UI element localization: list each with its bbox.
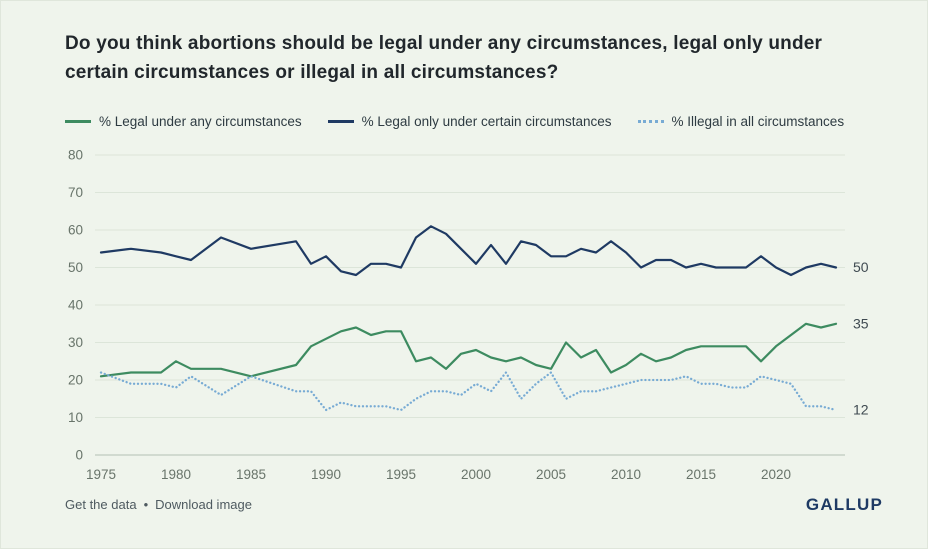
x-tick-label: 1985	[236, 467, 266, 482]
trend-chart: 0 10 20 30 40 50 60 70 80 1975 1980 1985 1990 1995 200…	[68, 147, 869, 482]
y-tick-label: 20	[68, 372, 83, 387]
end-label-legal-any-circumstances: 35	[853, 315, 869, 331]
x-tick-label: 1990	[311, 467, 341, 482]
x-tick-label: 2005	[536, 467, 566, 482]
x-tick-label: 1995	[386, 467, 416, 482]
x-tick-label: 1980	[161, 467, 191, 482]
x-tick-label: 1975	[86, 467, 116, 482]
y-tick-label: 30	[68, 335, 83, 350]
legend-item-legal-any: % Legal under any circumstances	[65, 114, 302, 129]
legend-swatch-dotted-blue-line	[637, 119, 664, 123]
series-line-legal-certain-circumstances	[99, 225, 838, 276]
legend-swatch-solid-navy-line	[327, 119, 354, 123]
legend-label-legal-any: % Legal under any circumstances	[99, 113, 302, 129]
x-tick-label: 2015	[686, 467, 716, 482]
footer: Get the data • Download image GALLUP	[65, 495, 883, 515]
series-line-legal-any-circumstances	[99, 322, 838, 378]
x-tick-label: 2010	[611, 467, 641, 482]
x-tick-label: 2020	[761, 467, 791, 482]
y-tick-label: 70	[68, 185, 83, 200]
gallup-logo: GALLUP	[805, 494, 883, 514]
y-tick-label: 80	[68, 147, 83, 162]
y-tick-label: 0	[75, 447, 83, 462]
y-tick-label: 50	[68, 260, 83, 275]
series-line-illegal-all-circumstances	[99, 371, 838, 412]
legend: % Legal under any circumstances % Legal …	[65, 114, 883, 129]
legend-item-illegal-all: % Illegal in all circumstances	[637, 113, 845, 129]
footer-links: Get the data • Download image	[65, 497, 252, 512]
y-tick-label: 10	[68, 410, 83, 425]
legend-label-legal-certain: % Legal only under certain circumstances	[361, 113, 612, 129]
page-title: Do you think abortions should be legal u…	[65, 33, 823, 84]
legend-item-legal-certain: % Legal only under certain circumstances	[327, 113, 612, 129]
legend-swatch-solid-green-line	[65, 119, 91, 123]
download-image-link[interactable]: Download image	[155, 497, 252, 513]
y-tick-label: 40	[68, 297, 83, 312]
end-label-illegal-all-circumstances: 12	[853, 401, 869, 417]
get-data-link[interactable]: Get the data	[65, 497, 137, 513]
legend-label-illegal-all: % Illegal in all circumstances	[671, 113, 845, 129]
end-label-legal-certain-circumstances: 50	[853, 259, 869, 275]
x-tick-label: 2000	[461, 467, 491, 482]
y-tick-label: 60	[68, 222, 83, 237]
footer-separator: •	[143, 497, 149, 513]
